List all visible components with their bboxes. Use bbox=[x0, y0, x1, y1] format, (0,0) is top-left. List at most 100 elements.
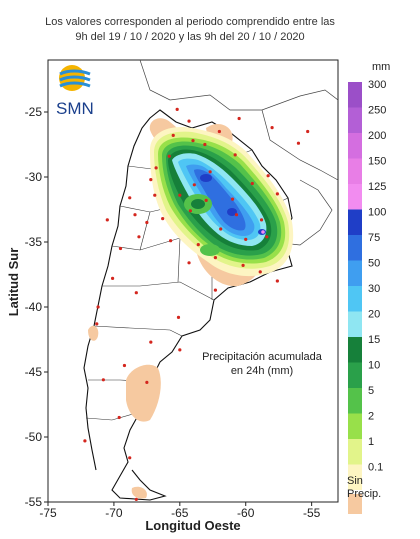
legend-label: 2 bbox=[368, 411, 374, 423]
station-marker bbox=[196, 243, 200, 247]
y-tick-label: -25 bbox=[25, 105, 43, 119]
station-marker bbox=[137, 235, 141, 239]
station-marker bbox=[187, 261, 191, 265]
legend-label: 5 bbox=[368, 385, 374, 397]
station-marker bbox=[145, 380, 149, 384]
legend-label: 150 bbox=[368, 156, 386, 168]
station-marker bbox=[149, 178, 153, 182]
legend-label: 10 bbox=[368, 360, 380, 372]
x-tick-label: -55 bbox=[303, 506, 321, 520]
station-marker bbox=[275, 279, 279, 283]
legend-label: 30 bbox=[368, 283, 380, 295]
station-marker bbox=[105, 218, 109, 222]
precipitation-legend: 300 250 200 150 125 100 75 50 30 20 15 10 5 2 1 0.1 bbox=[348, 79, 386, 514]
station-marker bbox=[208, 170, 212, 174]
x-tick-label: -65 bbox=[171, 506, 189, 520]
station-marker bbox=[168, 239, 173, 243]
legend-label: 1 bbox=[368, 436, 374, 448]
station-marker bbox=[213, 256, 218, 260]
smn-logo: SMN bbox=[56, 65, 94, 118]
legend-swatch bbox=[348, 235, 362, 261]
station-marker bbox=[203, 142, 207, 147]
legend-swatch bbox=[348, 286, 362, 312]
station-marker bbox=[122, 363, 127, 368]
station-marker bbox=[95, 322, 99, 326]
legend-label: 0.1 bbox=[368, 462, 383, 474]
station-marker bbox=[167, 154, 171, 158]
secondary-green-cells bbox=[184, 194, 220, 256]
station-marker bbox=[213, 288, 218, 292]
precip-band-100 bbox=[200, 174, 266, 235]
station-marker bbox=[270, 126, 274, 130]
station-marker bbox=[259, 218, 264, 222]
y-tick-label: -55 bbox=[25, 495, 43, 509]
legend-swatch bbox=[348, 311, 362, 337]
precip-band-125 bbox=[261, 230, 265, 234]
station-marker bbox=[178, 193, 182, 197]
smn-sun-waves-icon bbox=[59, 65, 91, 91]
station-marker bbox=[217, 129, 221, 134]
map-header-line-1: Los valores corresponden al periodo comp… bbox=[45, 16, 335, 28]
station-marker bbox=[244, 237, 248, 241]
station-marker bbox=[154, 166, 158, 170]
station-marker bbox=[241, 263, 245, 267]
legend-label: 125 bbox=[368, 181, 386, 193]
station-marker bbox=[266, 174, 270, 178]
x-axis-ticks: -75 -70 -65 -60 -55 bbox=[39, 502, 321, 520]
station-marker bbox=[134, 291, 138, 295]
legend-swatch bbox=[348, 388, 362, 414]
station-marker bbox=[117, 415, 121, 420]
legend-swatch bbox=[348, 209, 362, 235]
station-marker bbox=[128, 196, 132, 200]
legend-swatch bbox=[348, 184, 362, 210]
station-marker bbox=[133, 213, 137, 217]
station-marker bbox=[145, 220, 149, 225]
station-marker bbox=[187, 119, 191, 123]
y-tick-label: -35 bbox=[25, 235, 43, 249]
legend-swatch bbox=[348, 464, 362, 490]
y-tick-label: -50 bbox=[25, 430, 43, 444]
legend-swatch bbox=[348, 82, 362, 108]
station-marker bbox=[258, 270, 262, 274]
station-marker bbox=[250, 181, 254, 186]
y-tick-label: -40 bbox=[25, 300, 43, 314]
station-marker bbox=[110, 276, 115, 280]
station-marker bbox=[134, 497, 138, 501]
y-tick-label: -30 bbox=[25, 170, 43, 184]
legend-no-precip-line-1: Sin bbox=[347, 475, 363, 487]
legend-unit: mm bbox=[372, 61, 390, 73]
legend-label: 75 bbox=[368, 232, 380, 244]
station-marker bbox=[178, 348, 182, 352]
legend-label: 250 bbox=[368, 105, 386, 117]
legend-label: 100 bbox=[368, 207, 386, 219]
legend-swatch bbox=[348, 439, 362, 465]
station-marker bbox=[191, 139, 195, 143]
legend-label: 300 bbox=[368, 79, 386, 91]
legend-label: 200 bbox=[368, 130, 386, 142]
x-tick-label: -60 bbox=[237, 506, 255, 520]
annotation-line-2: en 24h (mm) bbox=[231, 365, 293, 377]
x-tick-label: -75 bbox=[39, 506, 57, 520]
station-marker bbox=[153, 193, 157, 197]
station-marker bbox=[230, 197, 235, 201]
legend-swatch bbox=[348, 133, 362, 159]
y-axis-ticks: -25 -30 -35 -40 -45 -50 -55 bbox=[25, 105, 48, 509]
legend-swatch bbox=[348, 413, 362, 439]
legend-swatch bbox=[348, 107, 362, 133]
station-marker bbox=[219, 227, 223, 231]
station-marker bbox=[306, 129, 310, 134]
secondary-dark-green-cells bbox=[191, 199, 205, 209]
station-marker bbox=[237, 116, 241, 121]
y-axis-title: Latitud Sur bbox=[6, 248, 21, 317]
station-marker bbox=[83, 439, 87, 443]
legend-label: 50 bbox=[368, 258, 380, 270]
station-marker bbox=[234, 213, 239, 217]
station-marker bbox=[118, 246, 123, 251]
annotation-line-1: Precipitación acumulada bbox=[202, 351, 323, 363]
y-tick-label: -45 bbox=[25, 365, 43, 379]
legend-swatch bbox=[348, 260, 362, 286]
station-marker bbox=[176, 315, 181, 319]
station-marker bbox=[171, 133, 175, 137]
station-marker bbox=[175, 107, 179, 111]
